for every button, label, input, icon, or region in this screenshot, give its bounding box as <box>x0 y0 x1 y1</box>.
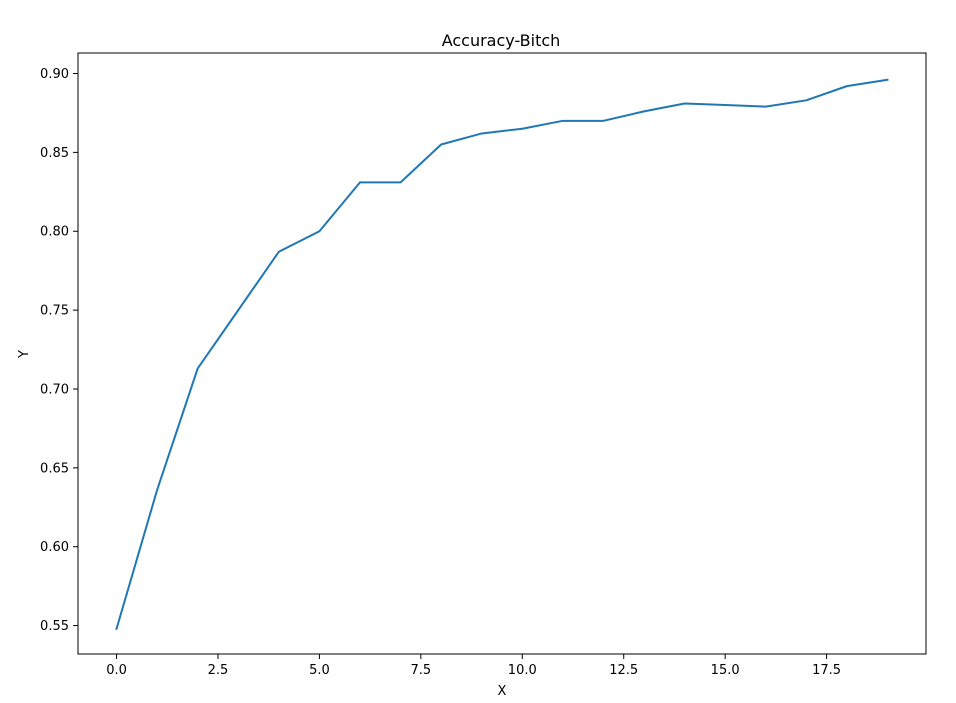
x-tick-label: 10.0 <box>508 663 537 678</box>
x-axis-label: X <box>498 684 507 699</box>
y-tick-label: 0.80 <box>40 225 69 240</box>
y-tick-label: 0.70 <box>40 382 69 397</box>
x-tick-label: 12.5 <box>609 663 638 678</box>
y-axis-label: Y <box>17 350 32 359</box>
x-tick-label: 5.0 <box>309 663 330 678</box>
y-tick-label: 0.90 <box>40 67 69 82</box>
y-tick-label: 0.55 <box>40 619 69 634</box>
y-tick-label: 0.60 <box>40 540 69 555</box>
y-tick-label: 0.75 <box>40 304 69 319</box>
series-line <box>115 78 889 631</box>
plot-frame <box>77 52 927 655</box>
x-tick-label: 7.5 <box>411 663 432 678</box>
x-tick-label: 17.5 <box>812 663 841 678</box>
chart-title: Accuracy-Bitch <box>442 31 561 50</box>
x-tick-label: 15.0 <box>711 663 740 678</box>
x-tick-label: 2.5 <box>208 663 229 678</box>
y-tick-label: 0.85 <box>40 146 69 161</box>
x-tick-label: 0.0 <box>106 663 127 678</box>
y-tick-label: 0.65 <box>40 461 69 476</box>
y-axis-ticks: 0.55 0.60 0.65 0.70 0.75 0.80 0.85 0.90 <box>40 67 78 634</box>
x-axis-ticks: 0.0 2.5 5.0 7.5 10.0 12.5 15.0 17.5 <box>106 654 841 678</box>
